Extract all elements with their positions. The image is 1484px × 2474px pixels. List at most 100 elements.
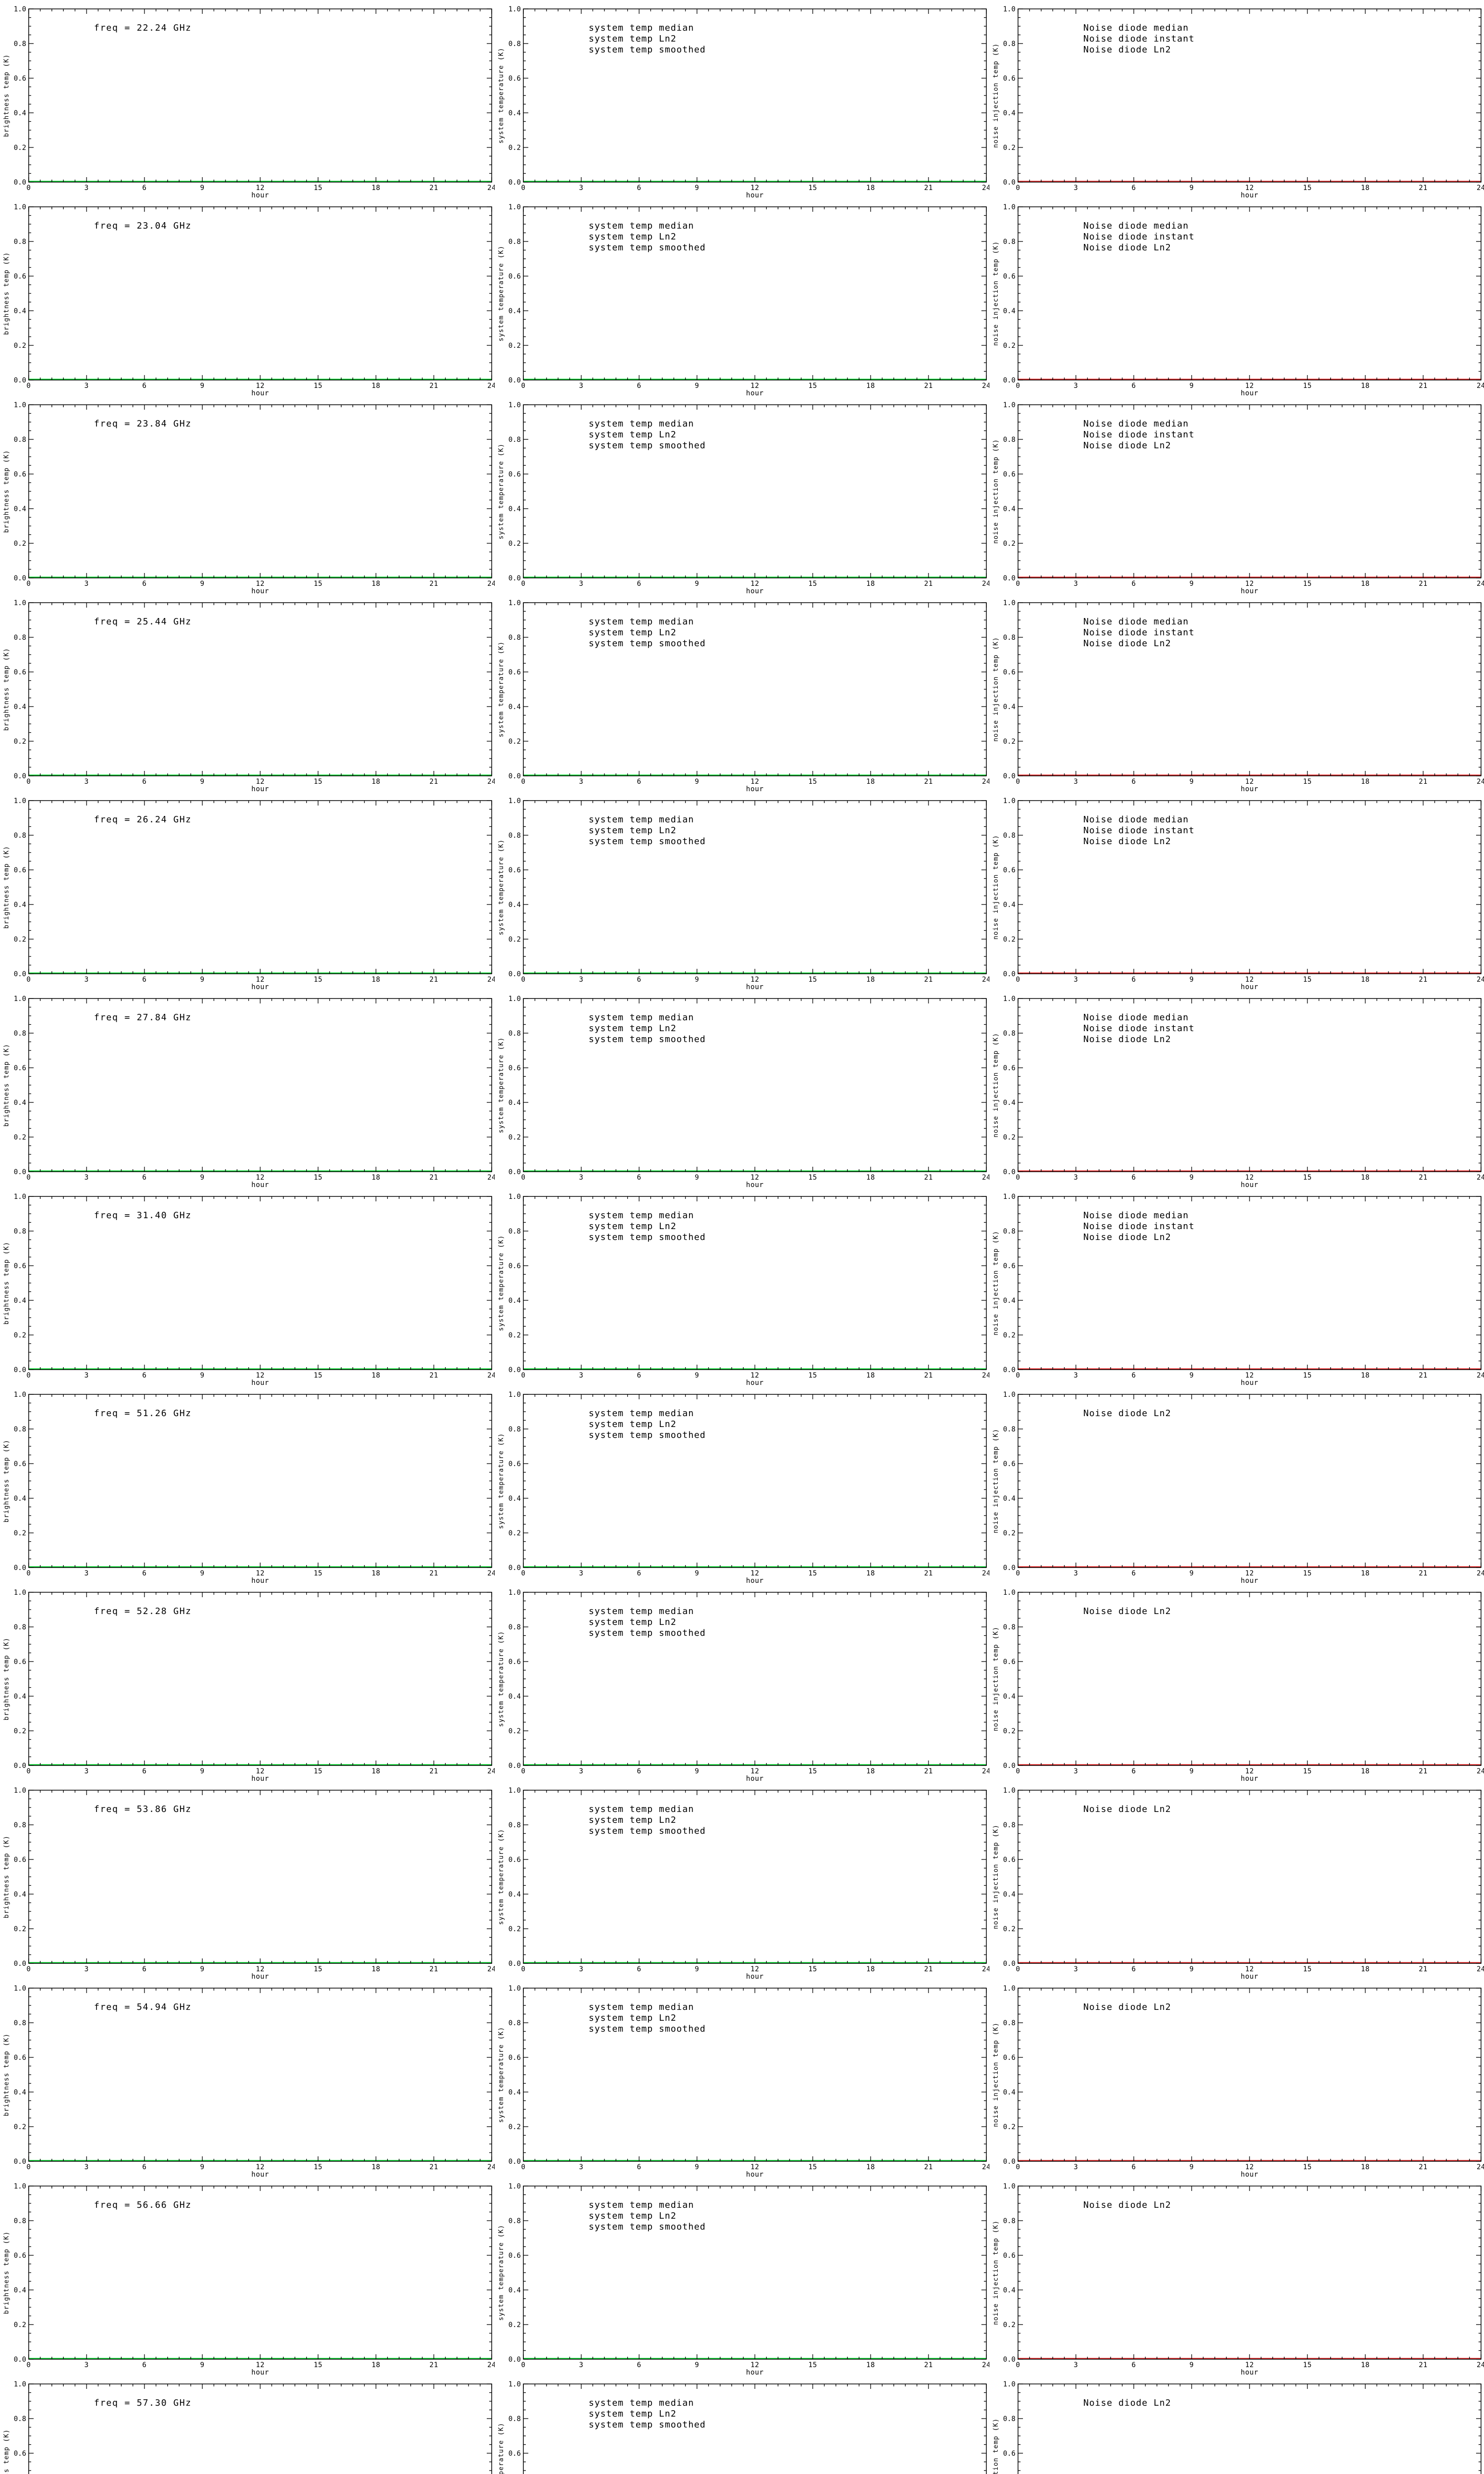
x-tick-label: 15 [1303,976,1312,984]
x-tick-label: 0 [521,2163,526,2171]
legend-entry-1: system temp median [589,2002,694,2012]
x-tick-label: 6 [637,1965,642,1973]
legend-entry-1: system temp median [589,23,694,33]
y-tick-label: 1.0 [14,203,26,211]
x-tick-label: 0 [521,1767,526,1775]
y-tick-label: 1.0 [14,401,26,409]
x-tick-label: 24 [1477,1570,1484,1577]
x-tick-label: 12 [256,1965,265,1973]
x-tick-label: 15 [314,382,323,390]
x-tick-label: 9 [695,778,699,786]
x-tick-label: 24 [487,2361,495,2369]
x-axis-title: hour [1241,785,1258,792]
ticks [28,1196,492,1370]
y-axis-title: system temperature (K) [498,443,505,539]
x-axis-title: hour [251,1379,269,1385]
y-tick-label: 0.0 [1003,2158,1016,2166]
plot-panel-row4-col3: 0 3 6 9 12 15 18 21 24 0.0 0.2 0.4 0.6 0.8 1.0 hour nois… [992,599,1484,792]
x-tick-label: 12 [750,580,759,588]
y-tick-label: 0.8 [509,238,521,246]
x-tick-label: 21 [924,2361,933,2369]
legend-entry-1: system temp median [589,617,694,627]
y-tick-label: 1.0 [509,1787,521,1795]
ticks [28,1988,492,2162]
legend-entry-2: system temp Ln2 [589,1221,677,1232]
cell-row5-middle: 0 3 6 9 12 15 18 21 24 0.0 0.2 0.4 0.6 0.8 1.0 hour syst… [495,792,989,990]
x-tick-label: 6 [1132,778,1136,786]
x-tick-label: 15 [1303,2361,1312,2369]
y-axis-title: brightness temp (K) [3,2231,10,2314]
x-tick-label: 9 [200,1174,205,1182]
y-axis-title: system temperature (K) [498,2423,505,2474]
y-tick-label: 1.0 [1003,1787,1016,1795]
x-tick-label: 12 [256,1767,265,1775]
y-tick-label: 0.6 [1003,668,1016,676]
x-tick-label: 0 [27,1570,31,1577]
x-tick-label: 6 [637,382,642,390]
x-axis-title: hour [1241,191,1258,198]
y-tick-label: 0.6 [14,1064,26,1072]
x-tick-label: 15 [314,1174,323,1182]
y-tick-label: 0.4 [1003,2286,1016,2294]
x-tick-label: 6 [1132,2361,1136,2369]
axes-box [1018,1790,1482,1964]
legend-entry-1: Noise diode median [1083,221,1189,231]
y-tick-label: 0.6 [509,866,521,874]
plot-panel-row7-col1: 0 3 6 9 12 15 18 21 24 0.0 0.2 0.4 0.6 0.8 1.0 hour brig… [3,1193,495,1385]
x-tick-label: 12 [256,580,265,588]
x-tick-label: 24 [1477,382,1484,390]
y-axis-title: noise injection temp (K) [992,835,1000,940]
axes-box [1018,2186,1482,2360]
legend-entry-2: system temp Ln2 [589,2211,677,2221]
ticks [28,8,492,183]
y-tick-label: 0.2 [1003,738,1016,746]
y-axis-title: brightness temp (K) [3,1439,10,1522]
x-tick-label: 9 [695,1570,699,1577]
x-axis-title: hour [1241,1973,1258,1979]
legend-entry-3: system temp smoothed [589,1232,706,1242]
y-tick-label: 0.8 [1003,40,1016,48]
x-tick-label: 3 [1074,1372,1078,1380]
x-tick-label: 3 [85,1965,89,1973]
x-tick-label: 12 [1245,580,1254,588]
cell-row7-right: 0 3 6 9 12 15 18 21 24 0.0 0.2 0.4 0.6 0.8 1.0 hour nois… [989,1188,1484,1385]
y-tick-label: 0.4 [14,1495,26,1503]
x-tick-label: 15 [808,778,817,786]
plot-panel-row9-col1: 0 3 6 9 12 15 18 21 24 0.0 0.2 0.4 0.6 0.8 1.0 hour brig… [3,1589,495,1781]
y-tick-label: 1.0 [1003,2380,1016,2388]
y-tick-label: 0.2 [14,738,26,746]
cell-row10-right: 0 3 6 9 12 15 18 21 24 0.0 0.2 0.4 0.6 0.8 1.0 hour nois… [989,1781,1484,1979]
x-tick-label: 15 [808,2163,817,2171]
x-tick-label: 9 [1190,778,1194,786]
x-tick-label: 6 [1132,976,1136,984]
x-tick-label: 3 [579,976,584,984]
ticks [28,1592,492,1766]
y-tick-label: 1.0 [509,1985,521,1993]
y-tick-label: 0.8 [1003,436,1016,444]
y-tick-label: 0.6 [1003,471,1016,478]
y-tick-label: 0.4 [14,307,26,315]
y-tick-label: 0.2 [509,1529,521,1537]
plot-panel-row9-col3: 0 3 6 9 12 15 18 21 24 0.0 0.2 0.4 0.6 0.8 1.0 hour nois… [992,1589,1484,1781]
y-tick-label: 0.8 [1003,2415,1016,2423]
ticks [523,404,987,578]
y-tick-label: 0.0 [1003,1960,1016,1968]
plot-panel-row2-col2: 0 3 6 9 12 15 18 21 24 0.0 0.2 0.4 0.6 0.8 1.0 hour syst… [498,203,989,396]
y-tick-label: 1.0 [14,1985,26,1993]
y-tick-label: 0.8 [14,1426,26,1433]
x-tick-label: 15 [314,1372,323,1380]
x-tick-label: 21 [429,1767,438,1775]
y-axis-title: noise injection temp (K) [992,1824,1000,1929]
legend-entry-2: Noise diode instant [1083,825,1195,836]
y-tick-label: 0.8 [509,40,521,48]
plot-panel-row3-col3: 0 3 6 9 12 15 18 21 24 0.0 0.2 0.4 0.6 0.8 1.0 hour nois… [992,401,1484,594]
y-tick-label: 1.0 [14,1391,26,1399]
legend-entry-3: Noise diode Ln2 [1083,45,1171,55]
y-tick-label: 0.6 [1003,2450,1016,2458]
legend-entry-3: Noise diode Ln2 [1083,1232,1171,1242]
x-tick-label: 18 [1361,2163,1370,2171]
y-axis-title: brightness temp (K) [3,846,10,929]
legend-entry-3: system temp smoothed [589,1430,706,1440]
ticks [523,800,987,974]
x-tick-label: 21 [1419,580,1428,588]
